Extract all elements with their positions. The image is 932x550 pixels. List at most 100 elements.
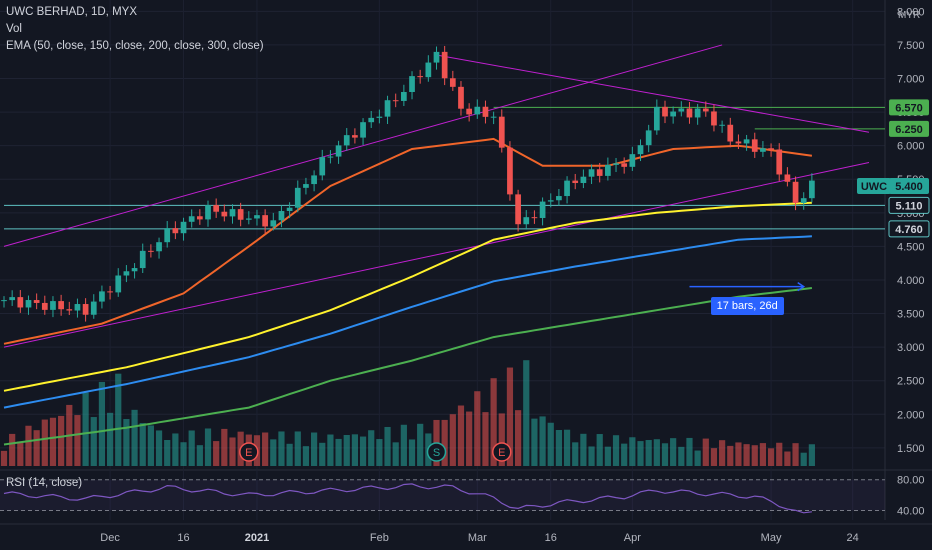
rsi-tick-label: 40.00 [897,505,925,517]
event-marker-label: S [433,447,440,459]
volume-bar [115,373,122,466]
candle-body [572,180,579,184]
volume-bar [735,442,742,466]
volume-bar [155,430,163,466]
volume-bar [653,439,660,466]
candle-body [107,291,113,293]
volume-bar [204,428,212,466]
candle-body [360,122,366,138]
volume-bar [727,445,734,466]
price-label-box [889,177,929,194]
candle-body [800,198,807,203]
candle-body [702,108,709,112]
volume-bar [474,391,481,466]
price-label-box [857,177,891,194]
candle-body [629,154,636,167]
time-tick-label: Dec [100,532,120,544]
candle-body [490,116,497,118]
volume-bar [310,432,318,466]
volume-bar [0,450,8,466]
volume-bar [449,414,456,466]
volume-bar [580,433,587,466]
volume-bar [188,430,195,466]
volume-bar [58,415,65,466]
volume-bar [417,423,424,466]
ema150-line [3,201,812,392]
volume-bar [547,422,554,466]
candle-body [262,215,268,227]
candle-body [645,130,652,146]
candle-body [768,148,774,150]
candle-body [343,135,350,146]
volume-bar [343,434,350,466]
candle-body [449,78,456,87]
candle-body [376,116,383,118]
candle-body [809,180,815,199]
candle-body [74,304,81,311]
bars-range-annotation[interactable]: 17 bars, 26d [710,296,784,315]
volume-bar [286,443,293,466]
volume-bar [784,451,791,466]
candle-body [760,148,766,152]
candle-body [425,62,432,78]
volume-bar [523,360,530,466]
volume-bar [645,440,652,466]
candle-body [776,149,783,175]
candle-body [327,156,334,158]
candle-body [131,268,138,272]
candle-body [498,116,505,148]
volume-bar [661,443,669,466]
volume-bar [719,440,726,466]
volume-bar [335,438,342,466]
volume-bar [17,441,24,466]
volume-bar [457,405,465,466]
volume-bar [376,439,383,466]
rsi-label: RSI (14, close) [6,477,83,489]
candle-body [637,145,644,155]
volume-bar [621,443,628,466]
time-tick-label: Mar [468,532,487,544]
candle-body [270,220,277,227]
annotation-arrowhead [797,282,806,292]
ema-label: EMA (50, close, 150, close, 200, close, … [6,40,264,52]
volume-bar [319,442,326,466]
volume-bar [302,446,310,466]
volume-bar [808,444,815,466]
volume-bar [604,446,611,466]
candle-body [221,211,228,217]
volume-bar [400,424,407,466]
volume-bar [139,423,146,466]
candle-body [156,242,162,252]
time-tick-label: Feb [370,532,389,544]
candle-body [751,139,758,152]
candle-body [458,86,464,109]
candle-body [90,301,97,315]
candle-body [670,111,677,117]
price-label-box [889,120,929,137]
candle-body [17,297,24,308]
volume-bar [9,433,16,466]
volume-bar [41,419,48,466]
volume-bar [213,441,220,466]
candle-body [401,92,407,101]
candle-body [278,211,285,221]
candle-body [294,187,301,208]
volume-bar [262,432,269,466]
candle-body [58,301,64,310]
volume-bar [82,392,89,466]
candle-body [82,304,89,315]
price-label-box [888,220,930,238]
candle-body [172,228,179,234]
candle-body [539,201,546,218]
volume-bar [441,419,448,466]
candle-body [784,174,791,182]
price-tick-label: 4.500 [897,241,925,253]
volume-bar [229,437,236,466]
candle-body [694,108,701,118]
candle-body [33,300,40,303]
volume-bar [392,442,399,466]
event-marker [492,442,512,462]
price-label-text: UWC [861,181,887,193]
candle-body [205,205,211,220]
